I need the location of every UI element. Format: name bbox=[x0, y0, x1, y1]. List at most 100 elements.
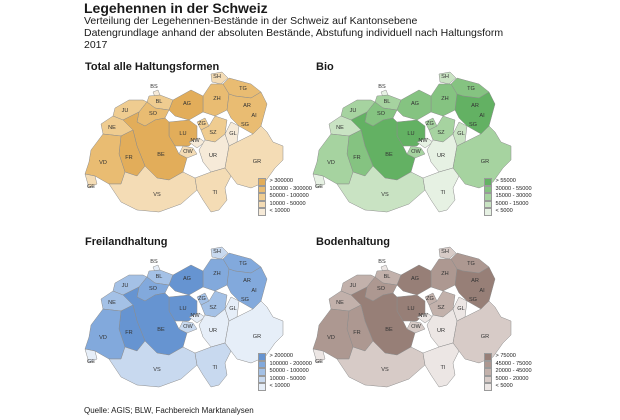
canton-label-gr-total: GR bbox=[253, 159, 261, 165]
legend-swatch bbox=[258, 353, 266, 361]
canton-label-ur-freiland: UR bbox=[209, 328, 217, 334]
canton-label-ow-bio: OW bbox=[411, 149, 421, 155]
canton-label-sz-freiland: SZ bbox=[209, 305, 217, 311]
legend-swatch bbox=[484, 208, 492, 216]
canton-label-ar-total: AR bbox=[243, 103, 251, 109]
canton-label-sh-boden: SH bbox=[441, 249, 449, 255]
canton-gr-bio bbox=[452, 125, 512, 189]
canton-gr-freiland bbox=[224, 300, 284, 364]
legend-label: 10000 - 50000 bbox=[269, 375, 306, 382]
canton-label-zh-boden: ZH bbox=[441, 271, 448, 277]
canton-label-zg-total: ZG bbox=[198, 121, 206, 127]
canton-ow-boden bbox=[406, 320, 426, 334]
legend-swatch bbox=[484, 360, 492, 368]
canton-label-bs-freiland: BS bbox=[150, 259, 158, 265]
legend-label: < 5000 bbox=[495, 208, 513, 215]
legend-item-total-3: 10000 - 50000 bbox=[258, 200, 312, 208]
canton-label-ge-boden: GE bbox=[315, 359, 323, 365]
canton-label-sz-bio: SZ bbox=[437, 130, 445, 136]
canton-label-be-boden: BE bbox=[385, 327, 393, 333]
subtitle: Verteilung der Legehennen-Bestände in de… bbox=[84, 15, 524, 51]
legend-label: 5000 - 20000 bbox=[495, 375, 529, 382]
legend-item-freiland-4: < 10000 bbox=[258, 383, 312, 391]
legend-label: 15000 - 30000 bbox=[495, 193, 532, 200]
canton-label-ti-boden: TI bbox=[441, 365, 446, 371]
legend-label: > 200000 bbox=[269, 353, 294, 360]
legend-swatch bbox=[484, 178, 492, 186]
legend-swatch bbox=[484, 375, 492, 383]
map-title-boden: Bodenhaltung bbox=[316, 236, 390, 248]
canton-ag-boden bbox=[396, 264, 432, 296]
canton-label-ju-boden: JU bbox=[350, 283, 357, 289]
canton-vs-freiland bbox=[108, 340, 198, 388]
canton-sh-boden bbox=[438, 246, 457, 260]
canton-label-ju-total: JU bbox=[122, 108, 129, 114]
canton-ag-total bbox=[168, 89, 204, 121]
canton-label-ti-bio: TI bbox=[441, 190, 446, 196]
canton-sg-boden bbox=[454, 266, 496, 310]
canton-label-so-boden: SO bbox=[377, 286, 386, 292]
legend-boden: > 75000 45000 - 75000 20000 - 45000 5000 - … bbox=[484, 353, 532, 391]
canton-label-gr-bio: GR bbox=[481, 159, 489, 165]
canton-label-ow-total: OW bbox=[183, 149, 193, 155]
canton-label-ti-freiland: TI bbox=[213, 365, 218, 371]
canton-label-vd-boden: VD bbox=[327, 335, 335, 341]
canton-label-tg-bio: TG bbox=[467, 86, 475, 92]
legend-swatch bbox=[258, 178, 266, 186]
canton-label-sz-boden: SZ bbox=[437, 305, 445, 311]
canton-label-sg-boden: SG bbox=[469, 297, 477, 303]
canton-ow-freiland bbox=[178, 320, 198, 334]
canton-label-ur-boden: UR bbox=[437, 328, 445, 334]
legend-item-bio-3: 5000 - 15000 bbox=[484, 200, 532, 208]
canton-ti-total bbox=[194, 167, 232, 213]
legend-label: < 5000 bbox=[495, 383, 513, 390]
canton-label-bs-total: BS bbox=[150, 84, 158, 90]
legend-swatch bbox=[484, 368, 492, 376]
canton-label-bl-boden: BL bbox=[384, 274, 391, 280]
canton-label-ju-freiland: JU bbox=[122, 283, 129, 289]
canton-label-ne-total: NE bbox=[108, 125, 116, 131]
canton-label-gr-boden: GR bbox=[481, 334, 489, 340]
canton-label-zg-boden: ZG bbox=[426, 296, 434, 302]
legend-label: 45000 - 75000 bbox=[495, 360, 532, 367]
canton-label-sg-total: SG bbox=[241, 122, 249, 128]
map-total: SH BS BL TG ZH AG AR AI JU SO LU ZG SG NE BE NW SZ GL OW UR… bbox=[84, 71, 285, 214]
canton-label-tg-total: TG bbox=[239, 86, 247, 92]
legend-item-bio-0: > 55000 bbox=[484, 178, 532, 186]
canton-ow-total bbox=[178, 145, 198, 159]
legend-swatch bbox=[484, 193, 492, 201]
canton-label-gl-bio: GL bbox=[457, 131, 464, 137]
canton-label-be-bio: BE bbox=[385, 152, 393, 158]
legend-swatch bbox=[258, 193, 266, 201]
canton-label-sg-bio: SG bbox=[469, 122, 477, 128]
subtitle-line-1: Verteilung der Legehennen-Bestände in de… bbox=[84, 15, 418, 27]
canton-label-so-total: SO bbox=[149, 111, 158, 117]
canton-label-nw-total: NW bbox=[190, 138, 200, 144]
legend-label: 20000 - 45000 bbox=[495, 368, 532, 375]
legend-item-total-4: < 10000 bbox=[258, 208, 312, 216]
canton-label-ar-bio: AR bbox=[471, 103, 479, 109]
canton-label-zh-freiland: ZH bbox=[213, 271, 220, 277]
canton-ow-bio bbox=[406, 145, 426, 159]
canton-label-nw-boden: NW bbox=[418, 313, 428, 319]
subtitle-line-2: Datengrundlage anhand der absoluten Best… bbox=[84, 27, 504, 39]
canton-label-ai-boden: AI bbox=[479, 288, 485, 294]
canton-label-sh-freiland: SH bbox=[213, 249, 221, 255]
canton-label-ti-total: TI bbox=[213, 190, 218, 196]
legend-label: < 10000 bbox=[269, 383, 290, 390]
canton-ag-bio bbox=[396, 89, 432, 121]
canton-label-zg-freiland: ZG bbox=[198, 296, 206, 302]
legend-freiland: > 200000 100000 - 200000 50000 - 100000 100… bbox=[258, 353, 312, 391]
legend-swatch bbox=[484, 353, 492, 361]
canton-sh-total bbox=[210, 71, 229, 85]
canton-label-ag-total: AG bbox=[183, 101, 191, 107]
legend-swatch bbox=[258, 200, 266, 208]
canton-label-ow-boden: OW bbox=[411, 324, 421, 330]
canton-label-vd-freiland: VD bbox=[99, 335, 107, 341]
canton-label-ge-freiland: GE bbox=[87, 359, 95, 365]
canton-ge-total bbox=[84, 173, 98, 189]
canton-label-vs-freiland: VS bbox=[153, 367, 161, 373]
